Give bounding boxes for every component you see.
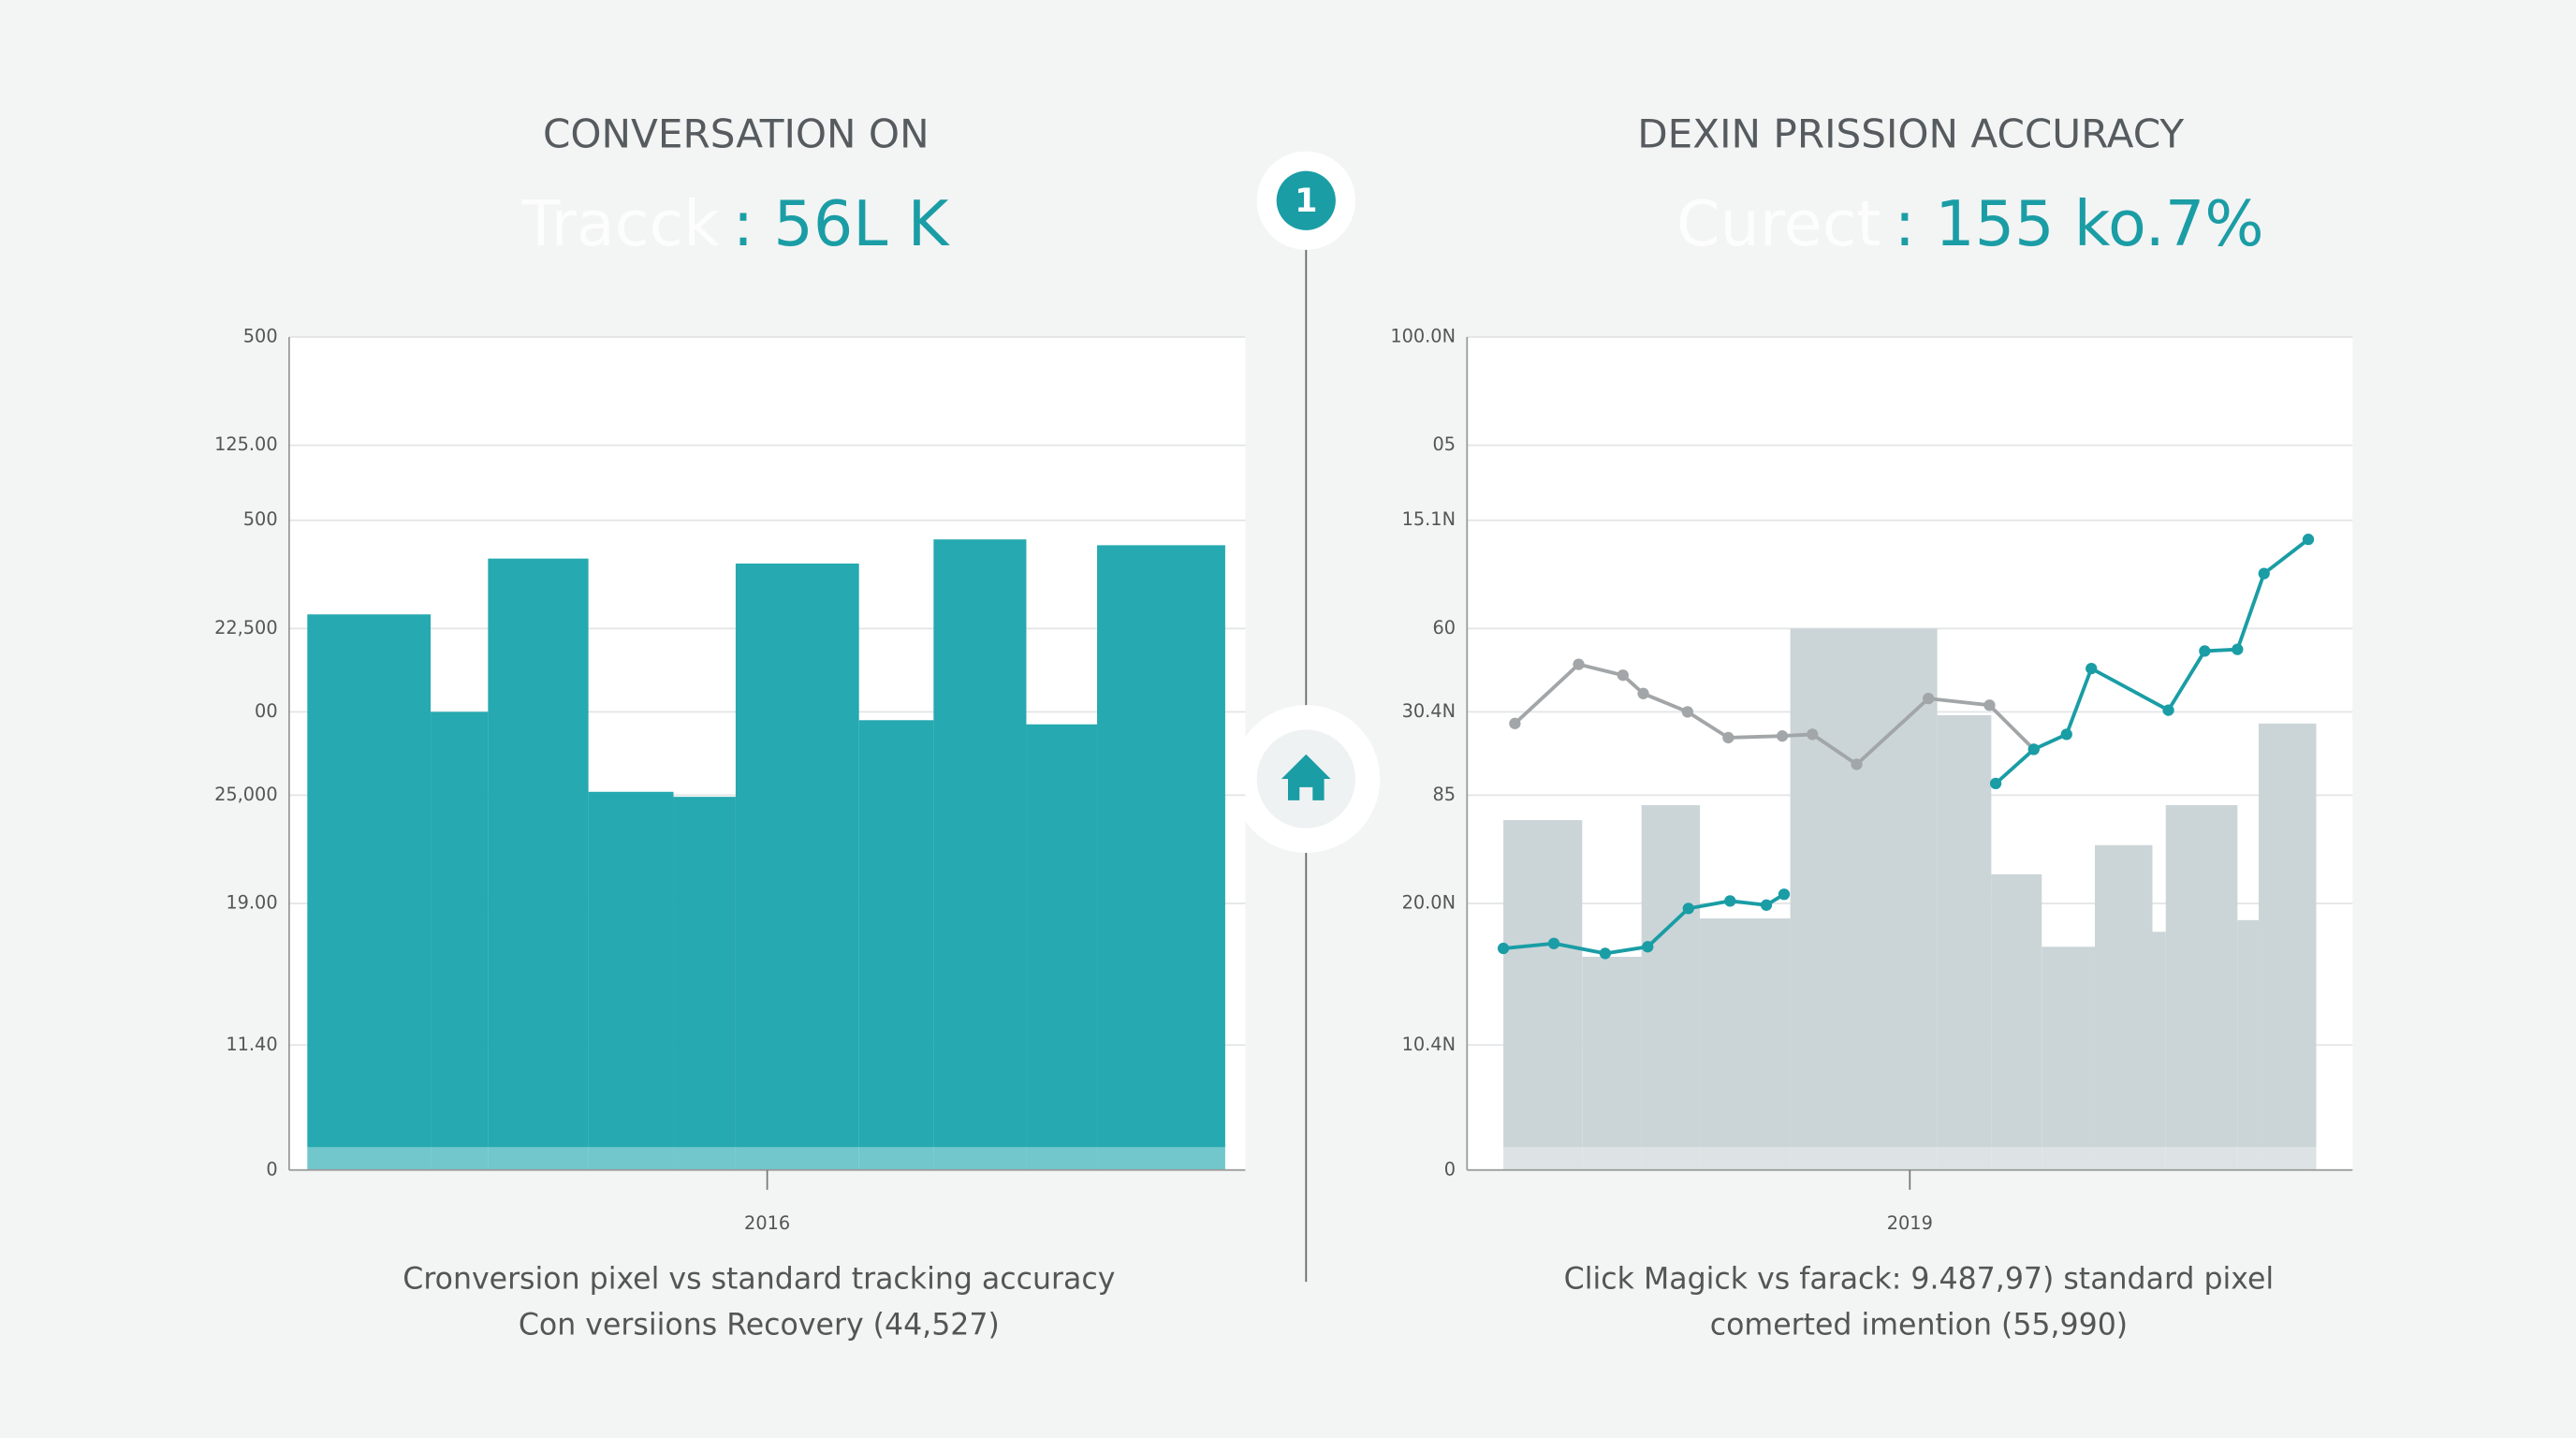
- headline-label: Curect: [1676, 187, 1881, 260]
- headline-label: Tracck: [521, 187, 721, 260]
- point: [1724, 895, 1736, 907]
- headline-value: : 56L K: [733, 187, 951, 260]
- y-tick-label: 500: [243, 508, 278, 530]
- point: [2258, 567, 2270, 580]
- point: [1851, 758, 1863, 770]
- y-tick-label: 500: [243, 325, 278, 346]
- bar: [1937, 714, 1992, 1170]
- y-tick-label: 20.0N: [1402, 892, 1456, 914]
- point: [1923, 692, 1935, 705]
- bar: [1991, 873, 2042, 1170]
- caption: Con versiions Recovery (44,527): [519, 1309, 1000, 1343]
- point: [1509, 717, 1521, 729]
- y-tick-label: 60: [1432, 617, 1456, 638]
- y-tick-label: 25,000: [214, 784, 278, 805]
- bar: [1641, 805, 1701, 1170]
- point: [1497, 942, 1510, 955]
- bar: [588, 791, 674, 1170]
- home-icon: [1281, 754, 1331, 800]
- y-tick-label: 0: [1444, 1158, 1456, 1180]
- bar: [2095, 844, 2153, 1170]
- point: [1989, 777, 2002, 790]
- bar: [2237, 919, 2260, 1170]
- y-tick-label: 15.1N: [1402, 508, 1456, 530]
- point: [1760, 899, 1773, 911]
- bar: [2165, 805, 2238, 1170]
- point: [2232, 643, 2244, 655]
- point: [1682, 902, 1694, 915]
- bar: [933, 539, 1027, 1170]
- point: [1599, 947, 1612, 960]
- bar: [858, 720, 934, 1170]
- point: [1778, 888, 1791, 901]
- bar: [307, 614, 432, 1170]
- point: [1983, 699, 1996, 712]
- point: [1617, 669, 1629, 682]
- y-tick-label: 85: [1432, 784, 1456, 805]
- badge-number: 1: [1295, 182, 1317, 220]
- y-tick-label: 05: [1432, 433, 1456, 455]
- bottom-fade: [1467, 1147, 2353, 1170]
- y-tick-label: 00: [255, 700, 278, 722]
- bar: [2152, 932, 2166, 1170]
- bar: [1026, 724, 1098, 1170]
- point: [1642, 941, 1654, 953]
- point: [1722, 731, 1734, 744]
- line: [1514, 662, 2036, 767]
- y-tick-label: 19.00: [226, 892, 277, 914]
- point: [2302, 534, 2315, 546]
- caption: Click Magick vs farack: 9.487,97) standa…: [1564, 1262, 2275, 1296]
- bar: [488, 558, 589, 1170]
- bar: [1097, 545, 1225, 1170]
- y-tick-label: 22,500: [214, 617, 278, 638]
- y-tick-label: 0: [266, 1158, 277, 1180]
- panel-title: DEXIN PRISSION ACCURACY: [1637, 110, 2184, 156]
- y-tick-label: 11.40: [226, 1034, 277, 1055]
- caption: Cronversion pixel vs standard tracking a…: [402, 1262, 1115, 1296]
- point: [2199, 645, 2211, 657]
- point: [2162, 704, 2174, 716]
- panel-title: CONVERSATION ON: [543, 110, 929, 156]
- point: [1776, 730, 1789, 742]
- y-tick-label: 30.4N: [1402, 700, 1456, 722]
- bar: [1582, 956, 1642, 1170]
- point: [1807, 728, 1819, 741]
- caption: comerted imention (55,990): [1710, 1309, 2128, 1343]
- point: [2086, 662, 2098, 675]
- x-tick-label: 2019: [1887, 1212, 1933, 1234]
- bar: [673, 797, 736, 1170]
- y-tick-label: 125.00: [214, 433, 278, 455]
- bar: [1790, 628, 1938, 1170]
- x-tick-label: 2016: [744, 1212, 790, 1234]
- point: [1637, 687, 1649, 699]
- point: [1547, 937, 1560, 949]
- point: [2060, 728, 2072, 741]
- badge: [1276, 170, 1336, 230]
- bar: [2259, 723, 2317, 1170]
- y-tick-label: 100.0N: [1390, 325, 1456, 346]
- bar: [1503, 820, 1583, 1170]
- point: [1573, 658, 1585, 670]
- headline-value: : 155 ko.7%: [1895, 187, 2264, 260]
- bar: [431, 712, 489, 1170]
- bar: [1700, 918, 1791, 1170]
- point: [2027, 743, 2040, 756]
- y-tick-label: 10.4N: [1402, 1034, 1456, 1055]
- bottom-fade: [288, 1147, 1246, 1170]
- bar: [2042, 946, 2096, 1170]
- point: [1681, 706, 1694, 718]
- line: [1502, 892, 1785, 956]
- bar: [735, 563, 859, 1170]
